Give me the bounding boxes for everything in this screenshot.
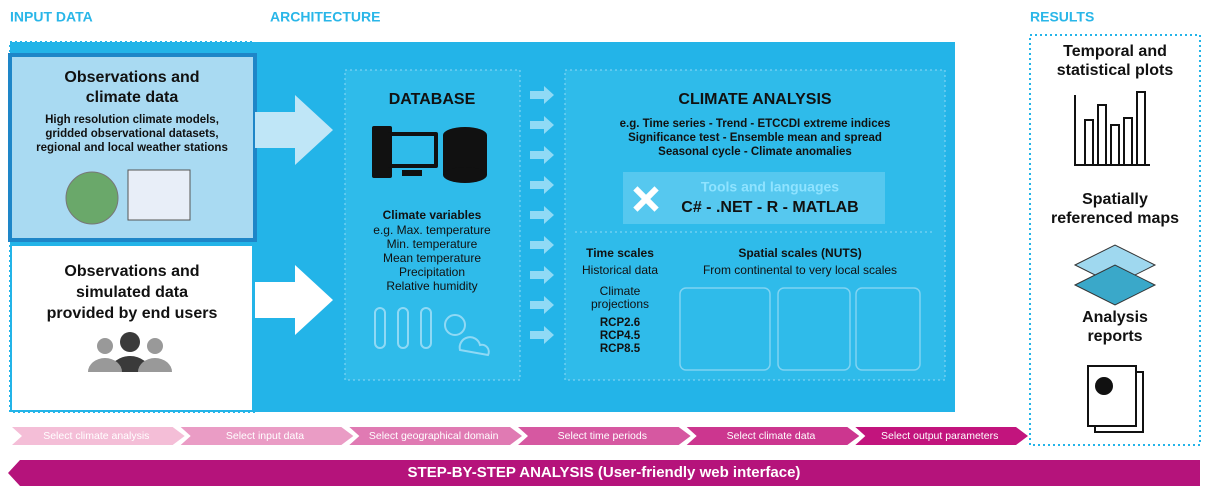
small-arrow (530, 86, 554, 104)
step (855, 427, 1028, 445)
time-scales-title: Time scales (586, 246, 654, 260)
input-text: regional and local weather stations (36, 142, 228, 154)
result-arrow (955, 147, 1018, 203)
step-label: Select time periods (558, 430, 647, 442)
step (12, 427, 185, 445)
input-title: simulated data (76, 284, 188, 301)
tools-title: Tools and languages (701, 179, 839, 195)
result-arrow (955, 67, 1018, 123)
database-item: e.g. Max. temperature (373, 223, 491, 237)
map-icons (679, 287, 921, 371)
report-icon (1087, 365, 1144, 433)
small-arrow (530, 206, 554, 224)
section-title: RESULTS (1030, 9, 1094, 25)
analysis-line: e.g. Time series - Trend - ETCCDI extrem… (620, 118, 891, 130)
users-icon (88, 332, 172, 372)
result-title: Temporal and (1063, 43, 1167, 60)
step-label: Select climate analysis (43, 430, 149, 442)
arrow (255, 265, 333, 335)
spatial-text: From continental to very local scales (703, 263, 897, 277)
banner-shape (8, 460, 1200, 486)
step (349, 427, 522, 445)
input-title: climate data (86, 89, 179, 106)
step-label: Select output parameters (881, 430, 998, 442)
database-item: Min. temperature (387, 237, 478, 251)
analysis-line: Seasonal cycle - Climate anomalies (658, 146, 852, 158)
result-title: referenced maps (1051, 210, 1179, 227)
result-arrow (955, 302, 1018, 358)
section-title: INPUT DATA (10, 9, 93, 25)
database-icon (372, 126, 487, 183)
database-item: Relative humidity (386, 279, 477, 293)
tools-list: C# - .NET - R - MATLAB (681, 199, 858, 216)
map-layers-icon (1073, 244, 1157, 306)
result-title: statistical plots (1057, 62, 1174, 79)
results-frame (1029, 34, 1201, 446)
small-arrow (530, 146, 554, 164)
rcp: RCP2.6 (600, 317, 640, 329)
result-title: reports (1087, 328, 1142, 345)
time-scale: projections (591, 297, 649, 311)
database-item: Mean temperature (383, 251, 481, 265)
database-title: DATABASE (389, 91, 476, 108)
globe-maps (65, 169, 191, 225)
result-title: Spatially (1082, 191, 1148, 208)
analysis-title: CLIMATE ANALYSIS (678, 91, 832, 108)
rcp: RCP8.5 (600, 343, 641, 355)
step-label: Select geographical domain (369, 430, 499, 442)
arrow (255, 95, 333, 165)
input-box-2 (12, 246, 252, 410)
weather-icons (374, 307, 490, 357)
spatial-title: Spatial scales (NUTS) (738, 246, 861, 260)
step (180, 427, 354, 445)
banner-text: STEP-BY-STEP ANALYSIS (User-friendly web… (408, 464, 801, 481)
result-arrow (955, 227, 1018, 283)
result-title: Analysis (1082, 309, 1148, 326)
input-title: Observations and (64, 69, 199, 86)
small-arrow (530, 236, 554, 254)
input-text: gridded observational datasets, (45, 128, 218, 140)
small-arrow (530, 296, 554, 314)
step (686, 427, 860, 445)
small-arrow (530, 326, 554, 344)
step-label: Select input data (226, 430, 304, 442)
small-arrow (530, 116, 554, 134)
step-label: Select climate data (727, 430, 816, 442)
small-arrow (530, 266, 554, 284)
section-title: ARCHITECTURE (270, 9, 380, 25)
time-scale: Historical data (582, 263, 658, 277)
analysis-panel (564, 69, 946, 381)
rcp: RCP4.5 (600, 330, 641, 342)
tools-icon (633, 186, 659, 212)
small-arrow (530, 176, 554, 194)
analysis-line: Significance test - Ensemble mean and sp… (628, 132, 882, 144)
database-item: Precipitation (399, 265, 465, 279)
plot-icon (1074, 91, 1150, 166)
time-scale: Climate (600, 284, 641, 298)
input-title: Observations and (64, 263, 199, 280)
input-title: provided by end users (47, 305, 218, 322)
input-text: High resolution climate models, (45, 114, 219, 126)
tools-box (623, 172, 885, 224)
step (518, 427, 691, 445)
database-subtitle: Climate variables (383, 208, 482, 222)
